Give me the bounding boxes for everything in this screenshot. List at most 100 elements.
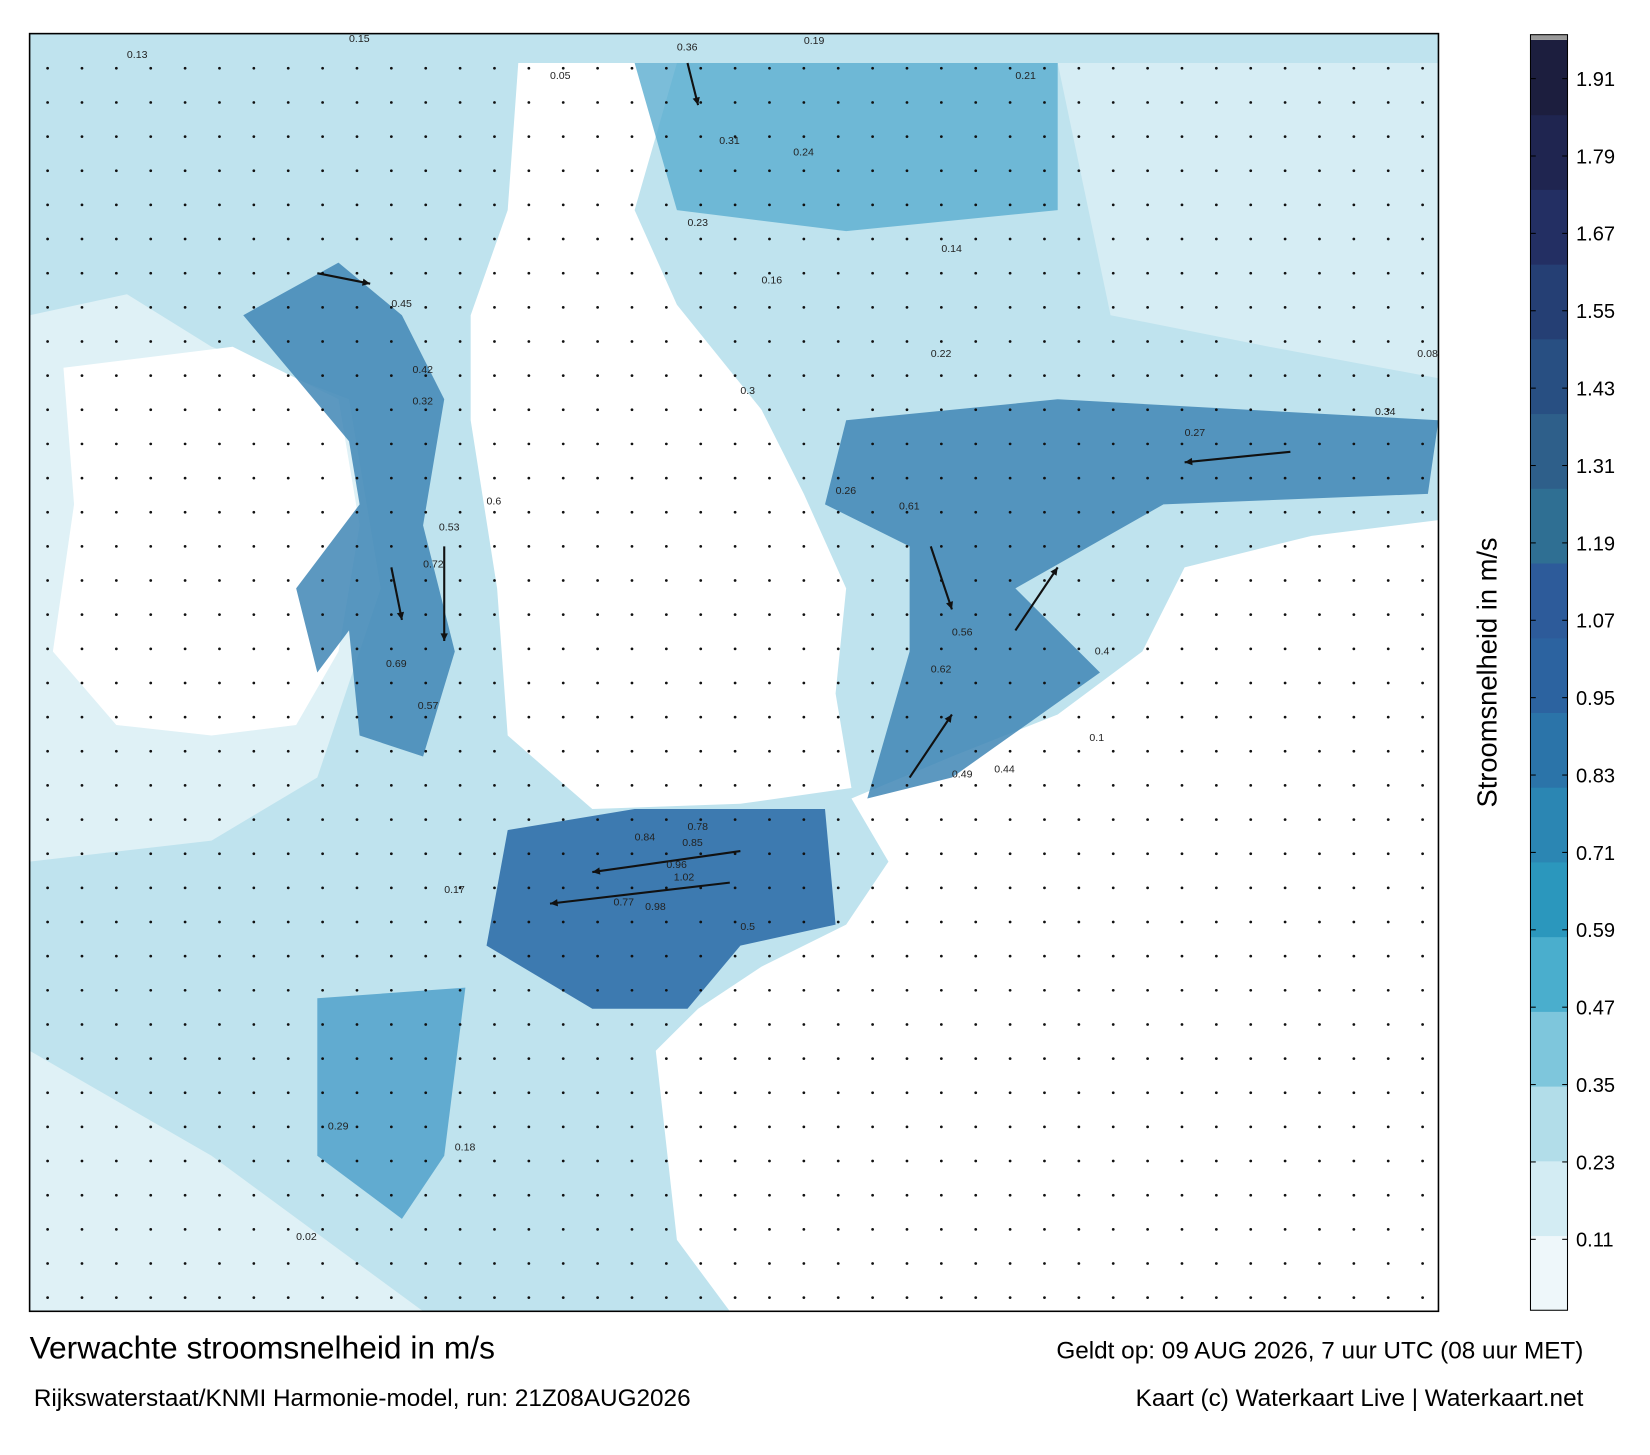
vector-dot [1318, 1296, 1321, 1300]
vector-dot [355, 374, 359, 378]
vector-dot [1111, 101, 1115, 104]
vector-dot [1146, 374, 1149, 378]
vector-dot [664, 1262, 668, 1265]
vector-dot [733, 715, 737, 719]
vector-dot [493, 169, 496, 173]
vector-dot [149, 852, 153, 856]
vector-dot [733, 613, 737, 617]
vector-dot [1283, 169, 1287, 173]
vector-dot [424, 647, 428, 651]
vector-dot [1146, 749, 1149, 753]
vector-dot [699, 920, 703, 924]
vector-dot [1249, 340, 1253, 343]
vector-dot [80, 715, 84, 719]
vector-dot [939, 1296, 943, 1300]
vector-dot [1386, 1296, 1390, 1300]
vector-dot [321, 408, 324, 412]
vector-dot [46, 374, 49, 378]
vector-dot [321, 374, 324, 378]
vector-dot [905, 66, 909, 70]
vector-dot [836, 305, 840, 309]
vector-dot [1146, 784, 1149, 787]
vector-dot [871, 1193, 874, 1197]
vector-dot [1111, 784, 1115, 787]
vector-dot [974, 852, 978, 856]
vector-dot [114, 954, 118, 958]
vector-dot [252, 271, 256, 275]
vector-dot [630, 1227, 634, 1231]
vector-dot [836, 920, 840, 924]
vector-dot [1111, 988, 1115, 992]
vector-dot [733, 1227, 737, 1231]
vector-dot [699, 613, 703, 617]
vector-dot [114, 1091, 118, 1095]
vector-dot [596, 101, 599, 104]
vector-dot [630, 237, 634, 241]
vector-dot [493, 305, 496, 309]
arrow-head [396, 611, 405, 620]
vector-dot [424, 954, 428, 958]
value-label: 0.42 [413, 364, 434, 376]
vector-dot [149, 203, 153, 207]
vector-dot [630, 1296, 634, 1300]
vector-dot [768, 169, 771, 173]
vector-dot [1249, 1023, 1253, 1026]
vector-dot [630, 647, 634, 651]
vector-dot [389, 954, 393, 958]
vector-dot [1111, 920, 1115, 924]
vector-dot [1214, 579, 1218, 582]
vector-dot [149, 1023, 153, 1026]
vector-dot [1318, 374, 1321, 378]
vector-dot [1077, 101, 1081, 104]
value-label: 0.22 [931, 348, 952, 360]
vector-dot [1043, 852, 1046, 856]
vector-dot [286, 920, 290, 924]
colorbar-cap [1530, 34, 1568, 40]
vector-dot [183, 784, 187, 787]
vector-dot [802, 510, 806, 514]
vector-dot [1043, 715, 1046, 719]
vector-dot [149, 135, 153, 138]
vector-dot [561, 1159, 565, 1163]
vector-dot [1352, 920, 1356, 924]
vector-dot [1214, 408, 1218, 412]
vector-dot [1386, 954, 1390, 958]
vector-dot [80, 1057, 84, 1060]
vector-dot [1008, 1227, 1012, 1231]
vector-dot [458, 1193, 462, 1197]
vector-dot [1111, 1262, 1115, 1265]
vector-dot [493, 1227, 496, 1231]
vector-dot [1283, 1023, 1287, 1026]
vector-dot [561, 510, 565, 514]
vector-dot [699, 579, 703, 582]
vector-dot [1283, 647, 1287, 651]
colorbar-band [1530, 1235, 1568, 1311]
vector-dot [183, 681, 187, 685]
vector-dot [939, 852, 943, 856]
vector-dot [424, 1057, 428, 1060]
current-arrow [390, 567, 403, 621]
vector-dot [46, 647, 49, 651]
vector-dot [561, 340, 565, 343]
vector-dot [1249, 135, 1253, 138]
vector-dot [561, 852, 565, 856]
vector-dot [424, 818, 428, 821]
vector-dot [596, 1296, 599, 1300]
vector-dot [527, 1091, 531, 1095]
vector-dot [733, 1057, 737, 1060]
vector-dot [286, 852, 290, 856]
vector-dot [630, 715, 634, 719]
vector-dot [321, 237, 324, 241]
vector-dot [493, 1091, 496, 1095]
vector-dot [527, 545, 531, 548]
vector-dot [802, 1296, 806, 1300]
vector-dot [974, 818, 978, 821]
vector-dot [561, 749, 565, 753]
vector-dot [1180, 988, 1184, 992]
vector-dot [1180, 408, 1184, 412]
vector-dot [596, 988, 599, 992]
vector-dot [114, 715, 118, 719]
vector-dot [905, 613, 909, 617]
vector-dot [389, 1159, 393, 1163]
vector-dot [1146, 442, 1149, 446]
